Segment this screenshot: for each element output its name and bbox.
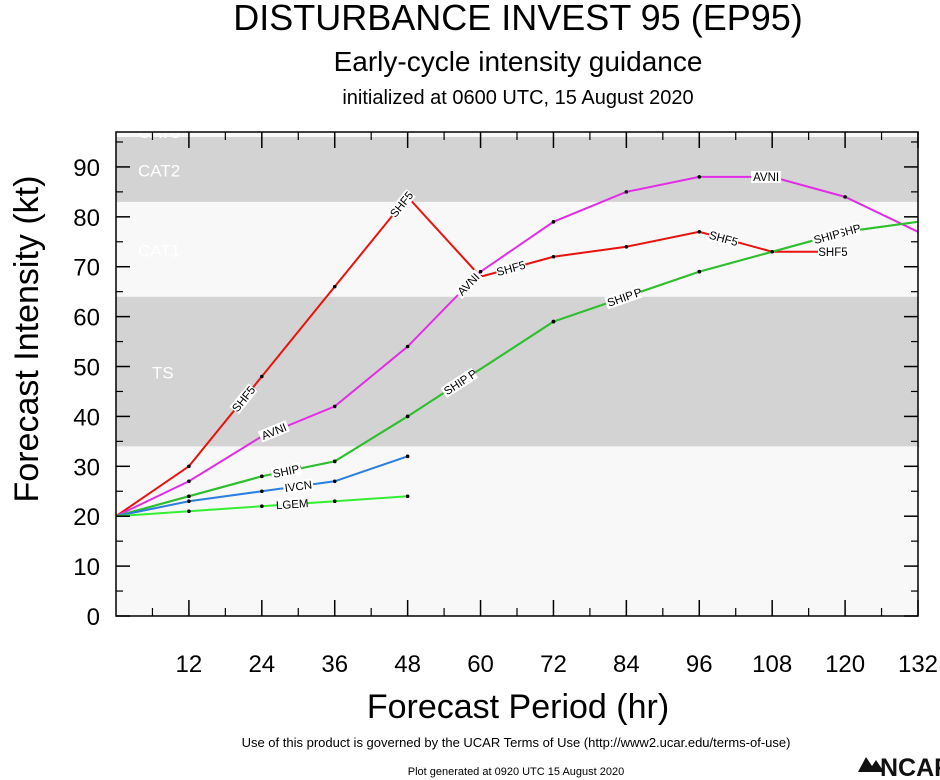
series-label-bg-shf5 [387, 188, 416, 220]
x-tick-label: 24 [248, 651, 275, 678]
plot-generated-note: Plot generated at 0920 UTC 15 August 202… [408, 766, 625, 778]
data-point-lgem [260, 504, 264, 509]
chart-init-time: initialized at 0600 UTC, 15 August 2020 [342, 87, 693, 109]
data-point-ivcn [260, 489, 264, 494]
data-point-shf5 [260, 374, 264, 379]
data-point-shf5 [697, 229, 702, 234]
data-point-ship [697, 269, 702, 274]
band-label-cat2: CAT2 [138, 161, 180, 180]
data-point-avni [332, 404, 337, 409]
y-tick-label: 20 [73, 504, 100, 531]
data-point-shf5 [187, 464, 191, 469]
data-point-avni [405, 344, 410, 349]
x-tick-label: 120 [825, 651, 865, 678]
x-tick-label: 84 [613, 651, 640, 678]
series-label-bg-ship [440, 371, 473, 399]
data-point-ship [551, 319, 556, 324]
y-tick-label: 70 [73, 255, 100, 282]
data-point-avni [624, 190, 629, 194]
series-label-bg-shf5 [817, 245, 848, 258]
data-point-avni [697, 175, 702, 179]
y-tick-label: 40 [73, 404, 100, 431]
series-label-bg-shf5 [229, 383, 258, 415]
series-label-bg-avni [751, 170, 782, 183]
x-tick-label: 60 [467, 651, 494, 678]
data-point-ivcn [405, 454, 410, 459]
terms-of-use-note: Use of this product is governed by the U… [242, 735, 791, 750]
series-label-lgem: LGEM [276, 498, 309, 512]
series-label-bg-avni [257, 420, 291, 443]
data-point-shf5 [624, 244, 629, 249]
band-cat2 [116, 136, 918, 202]
y-tick-label: 90 [73, 155, 100, 182]
y-tick-label: 30 [73, 454, 100, 481]
chart-subtitle: Early-cycle intensity guidance [334, 46, 703, 77]
data-point-lgem [187, 509, 191, 514]
ncar-logo-text: NCAR [880, 754, 940, 780]
ncar-logo-mark [858, 757, 884, 772]
data-point-avni [551, 220, 556, 224]
data-point-avni [478, 269, 483, 274]
y-tick-label: 10 [73, 554, 100, 581]
series-line-avni [115, 175, 919, 518]
band-label-ts: TS [152, 364, 174, 383]
data-point-ship [405, 414, 410, 419]
data-point-ship [187, 494, 191, 499]
band-cat1 [116, 201, 918, 297]
data-point-lgem [405, 494, 410, 499]
chart-title: DISTURBANCE INVEST 95 (EP95) [233, 0, 803, 38]
x-tick-label: 36 [321, 651, 348, 678]
x-axis-title: Forecast Period (hr) [367, 688, 669, 726]
series-label-shf5: SHF5 [818, 247, 847, 259]
data-point-shf5 [551, 254, 556, 259]
data-point-shf5 [332, 284, 337, 289]
data-point-ship [332, 459, 337, 464]
x-tick-label: 108 [752, 651, 792, 678]
series-label-bg-shf5 [494, 258, 527, 279]
x-tick-label: 72 [540, 651, 567, 678]
series-label-bg-ship [270, 462, 303, 481]
series-label-bg-lgem [276, 497, 308, 512]
y-tick-label: 60 [73, 305, 100, 332]
y-axis-title: Forecast Intensity (kt) [8, 176, 46, 503]
series-label-avni: AVNI [753, 172, 779, 184]
series-label-bg-avni [453, 269, 484, 300]
y-tick-label: 80 [73, 205, 100, 232]
series-label-bg-ivcn [282, 478, 314, 495]
data-point-ship [260, 474, 264, 479]
y-tick-label: 0 [87, 604, 100, 631]
x-tick-label: 48 [394, 651, 421, 678]
series-label-ivcn: IVCN [284, 479, 313, 495]
y-tick-label: 50 [73, 355, 100, 382]
band-ts [116, 296, 918, 447]
series-label-bg-ship [810, 227, 843, 247]
x-tick-label: 132 [898, 651, 938, 678]
data-point-shf5 [770, 249, 774, 254]
ncar-logo: NCAR [858, 754, 940, 780]
x-tick-label: 12 [176, 651, 203, 678]
data-point-ivcn [187, 499, 191, 504]
data-point-lgem [332, 499, 337, 504]
data-point-avni [843, 195, 847, 199]
series-label-bg-ship [604, 288, 637, 310]
x-tick-label: 96 [686, 651, 713, 678]
series-label-bg-shf5 [707, 228, 740, 249]
data-point-avni [187, 479, 191, 484]
data-point-ivcn [332, 479, 337, 484]
series-label-ship: SHIP [272, 464, 301, 481]
band-label-cat1: CAT1 [138, 241, 180, 260]
